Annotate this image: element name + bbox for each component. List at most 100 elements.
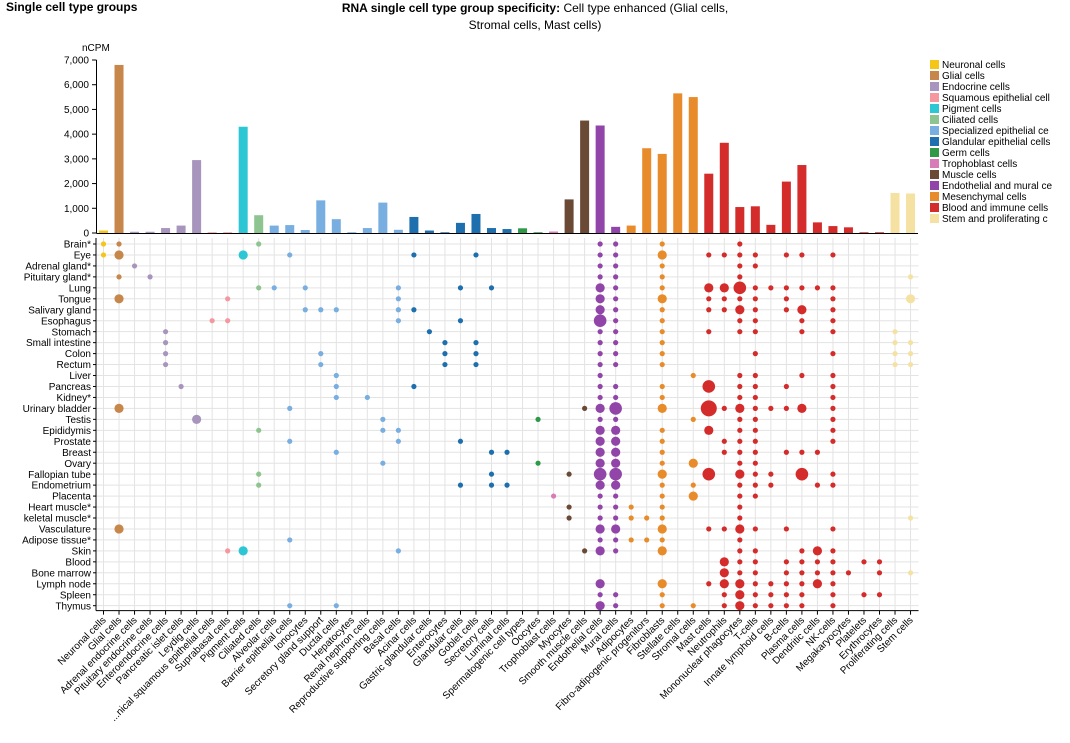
page-heading: Single cell type groups bbox=[6, 0, 138, 14]
expression-dot bbox=[752, 581, 758, 587]
tissue-label: Esophagus bbox=[41, 316, 91, 327]
expression-dot bbox=[628, 515, 634, 521]
expression-dot bbox=[830, 548, 836, 554]
bar bbox=[223, 232, 233, 233]
expression-dot bbox=[799, 548, 805, 554]
expression-dot bbox=[595, 524, 605, 534]
expression-dot bbox=[566, 471, 572, 477]
tissue-label: Prostate bbox=[54, 437, 92, 448]
expression-dot bbox=[380, 460, 386, 466]
expression-dot bbox=[752, 394, 758, 401]
expression-dot bbox=[752, 493, 758, 499]
expression-dot bbox=[395, 318, 401, 324]
expression-dot bbox=[719, 283, 729, 293]
y-tick-label: 6,000 bbox=[64, 80, 89, 91]
expression-dot bbox=[657, 524, 667, 534]
expression-dot bbox=[735, 579, 745, 589]
expression-dot bbox=[100, 241, 107, 247]
expression-dot bbox=[364, 394, 370, 401]
expression-dot bbox=[131, 263, 138, 269]
expression-dot bbox=[799, 449, 805, 455]
bar bbox=[688, 97, 698, 233]
expression-dot bbox=[302, 307, 308, 313]
expression-dot bbox=[706, 307, 712, 313]
expression-dot bbox=[613, 329, 619, 335]
expression-dot bbox=[597, 416, 603, 422]
legend-label: Mesenchymal cells bbox=[942, 192, 1026, 203]
expression-dot bbox=[442, 340, 448, 346]
expression-dot bbox=[613, 493, 619, 499]
expression-dot bbox=[907, 274, 914, 280]
expression-dot bbox=[659, 603, 665, 609]
expression-dot bbox=[613, 592, 619, 598]
expression-dot bbox=[287, 405, 293, 411]
expression-dot bbox=[706, 581, 712, 587]
legend-swatch bbox=[930, 71, 939, 80]
expression-dot bbox=[659, 592, 665, 598]
expression-dot bbox=[752, 570, 758, 576]
expression-dot bbox=[457, 285, 464, 291]
expression-dot bbox=[830, 603, 836, 609]
expression-dot bbox=[737, 274, 743, 280]
expression-dot bbox=[892, 329, 898, 335]
legend-label: Endothelial and mural ce bbox=[942, 181, 1053, 192]
expression-dot bbox=[735, 305, 745, 315]
expression-dot bbox=[830, 471, 836, 477]
bar bbox=[595, 125, 605, 233]
expression-dot bbox=[830, 285, 836, 291]
expression-dot bbox=[659, 351, 665, 357]
expression-dot bbox=[333, 372, 339, 379]
expression-dot bbox=[644, 537, 650, 543]
tissue-label: Urinary bladder bbox=[23, 404, 92, 415]
expression-dot bbox=[768, 482, 774, 488]
expression-dot bbox=[657, 546, 667, 556]
expression-dot bbox=[830, 581, 836, 587]
expression-dot bbox=[613, 548, 619, 554]
legend-swatch bbox=[930, 214, 939, 223]
expression-dot bbox=[876, 570, 883, 576]
expression-dot bbox=[595, 458, 605, 468]
tissue-label: Colon bbox=[65, 349, 91, 360]
expression-dot bbox=[752, 471, 758, 477]
bar bbox=[192, 160, 202, 233]
legend-swatch bbox=[930, 192, 939, 201]
expression-dot bbox=[797, 403, 807, 413]
bar bbox=[316, 200, 326, 233]
expression-dot bbox=[395, 438, 401, 444]
expression-dot bbox=[799, 285, 805, 291]
expression-dot bbox=[783, 252, 789, 258]
y-tick-label: 3,000 bbox=[64, 154, 89, 165]
expression-dot bbox=[659, 515, 665, 521]
expression-dot bbox=[597, 329, 603, 335]
tissue-label: Breast bbox=[62, 448, 91, 459]
expression-dot bbox=[595, 601, 605, 611]
bar bbox=[580, 120, 590, 233]
bar bbox=[130, 231, 140, 233]
expression-dot bbox=[830, 307, 836, 313]
bar bbox=[502, 229, 512, 233]
expression-dot bbox=[768, 285, 774, 291]
expression-dot bbox=[473, 351, 479, 357]
bar bbox=[238, 126, 248, 233]
expression-dot bbox=[752, 449, 758, 455]
expression-dot bbox=[595, 305, 605, 315]
expression-dot bbox=[256, 285, 262, 291]
chart-title-line2: Stromal cells, Mast cells) bbox=[468, 18, 602, 32]
expression-dot bbox=[597, 372, 603, 379]
expression-dot bbox=[595, 294, 605, 304]
bar bbox=[843, 227, 853, 233]
expression-dot bbox=[613, 351, 619, 357]
expression-dot bbox=[595, 579, 605, 589]
expression-dot bbox=[830, 427, 836, 433]
expression-dot bbox=[597, 340, 603, 346]
legend-label: Squamous epithelial cell bbox=[942, 93, 1050, 104]
expression-dot bbox=[783, 570, 789, 576]
y-tick-label: 2,000 bbox=[64, 179, 89, 190]
legend-label: Specialized epithelial ce bbox=[942, 126, 1049, 137]
expression-dot bbox=[659, 394, 665, 401]
expression-dot bbox=[613, 361, 619, 368]
expression-dot bbox=[595, 403, 605, 413]
expression-dot bbox=[395, 285, 401, 291]
bar bbox=[145, 231, 155, 233]
expression-dot bbox=[812, 546, 823, 556]
